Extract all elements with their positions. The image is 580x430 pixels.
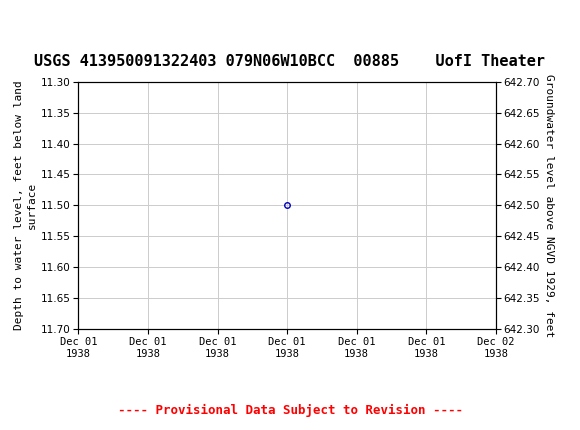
Text: ---- Provisional Data Subject to Revision ----: ---- Provisional Data Subject to Revisio… xyxy=(118,404,462,417)
Y-axis label: Groundwater level above NGVD 1929, feet: Groundwater level above NGVD 1929, feet xyxy=(544,74,554,337)
Text: USGS 413950091322403 079N06W10BCC  00885    UofI Theater: USGS 413950091322403 079N06W10BCC 00885 … xyxy=(34,55,546,69)
Text: ≡USGS: ≡USGS xyxy=(9,10,75,31)
Y-axis label: Depth to water level, feet below land
surface: Depth to water level, feet below land su… xyxy=(14,80,37,330)
